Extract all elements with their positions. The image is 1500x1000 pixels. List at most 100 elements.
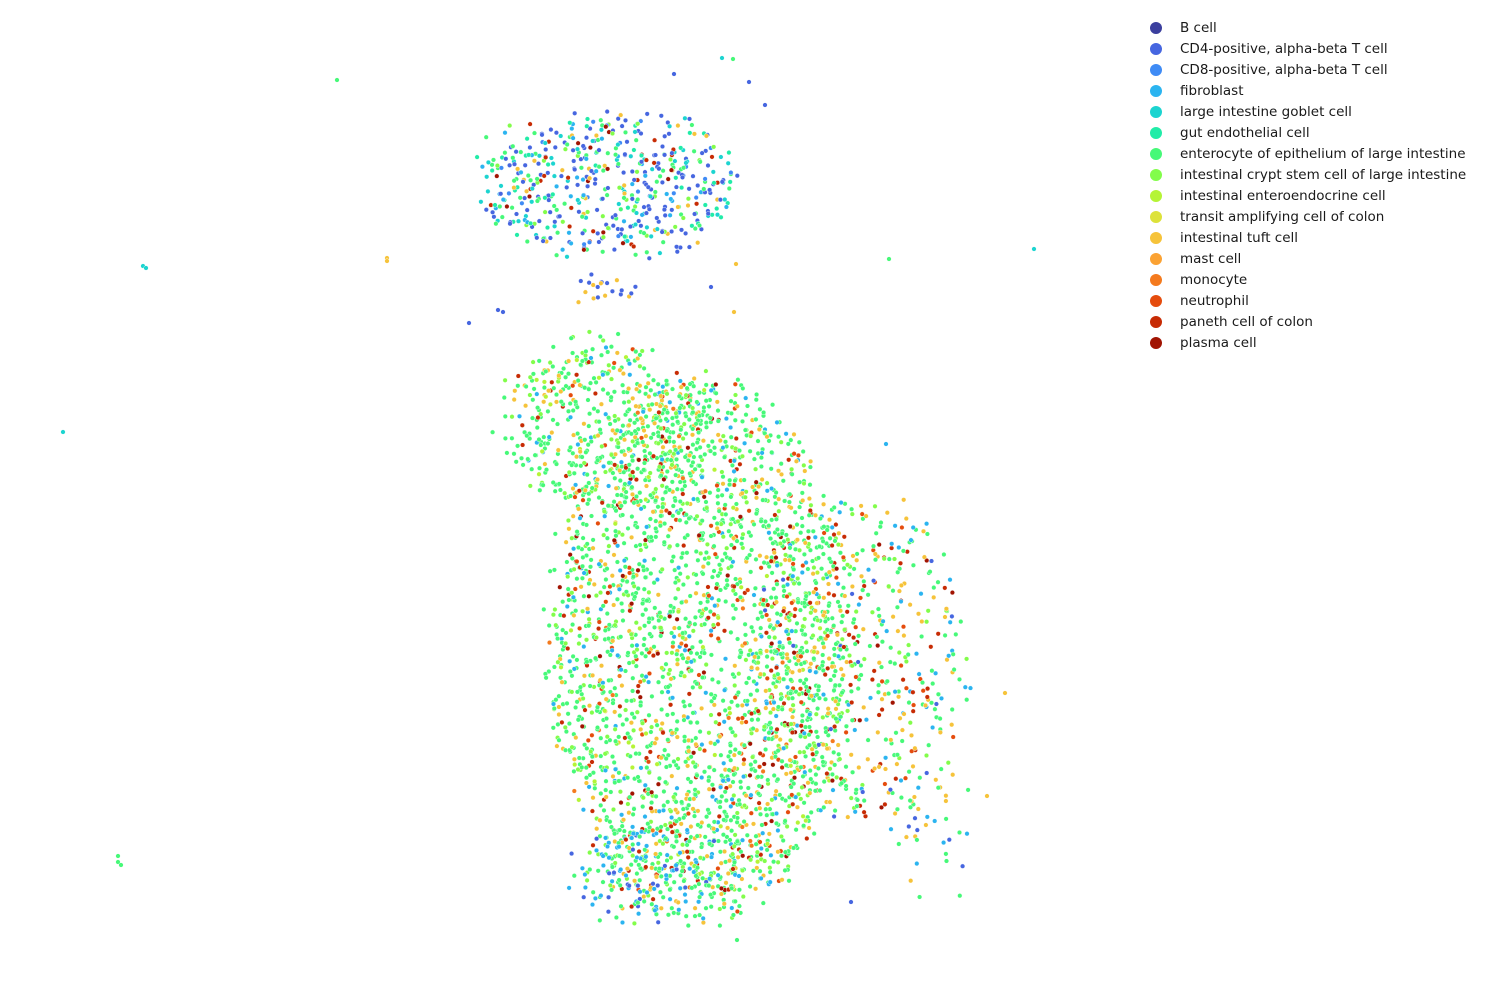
scatter-point	[761, 587, 767, 593]
scatter-point	[603, 124, 609, 130]
scatter-point	[542, 195, 548, 201]
scatter-point	[724, 582, 730, 588]
scatter-point	[880, 618, 886, 624]
scatter-point	[773, 684, 779, 690]
scatter-point	[747, 648, 753, 654]
scatter-point	[732, 381, 738, 387]
scatter-point	[653, 718, 659, 724]
scatter-point	[529, 186, 535, 192]
scatter-point	[639, 829, 645, 835]
scatter-point	[689, 885, 695, 891]
scatter-point	[644, 890, 650, 896]
scatter-point	[573, 705, 579, 711]
scatter-point	[586, 581, 592, 587]
scatter-point	[811, 656, 817, 662]
scatter-point	[692, 466, 698, 472]
scatter-point	[696, 413, 702, 419]
scatter-point	[917, 676, 923, 682]
scatter-point	[583, 780, 589, 786]
scatter-point	[684, 385, 690, 391]
scatter-point	[671, 190, 677, 196]
scatter-point	[643, 731, 649, 737]
scatter-point	[669, 773, 675, 779]
scatter-point	[604, 716, 610, 722]
scatter-point	[685, 202, 691, 208]
scatter-point	[585, 606, 591, 612]
scatter-point	[504, 450, 510, 456]
scatter-point	[639, 159, 645, 165]
scatter-point	[674, 818, 680, 824]
scatter-point	[697, 159, 703, 165]
scatter-point	[667, 212, 673, 218]
scatter-point	[679, 799, 685, 805]
scatter-point	[854, 551, 860, 557]
scatter-point	[558, 389, 564, 395]
scatter-point	[737, 654, 743, 660]
scatter-point	[608, 789, 614, 795]
scatter-point	[700, 564, 706, 570]
scatter-point	[659, 707, 665, 713]
scatter-point	[718, 566, 724, 572]
scatter-point	[821, 530, 827, 536]
scatter-point	[677, 499, 683, 505]
scatter-point	[795, 820, 801, 826]
legend-label: plasma cell	[1180, 334, 1257, 351]
scatter-point	[590, 138, 596, 144]
legend-label: CD8-positive, alpha-beta T cell	[1180, 61, 1388, 78]
scatter-point	[528, 220, 534, 226]
scatter-point	[662, 822, 668, 828]
scatter-point	[766, 523, 772, 529]
scatter-point	[550, 480, 556, 486]
scatter-point	[618, 492, 624, 498]
scatter-point	[568, 414, 574, 420]
scatter-point	[876, 682, 882, 688]
scatter-point	[727, 837, 733, 843]
scatter-point	[796, 439, 802, 445]
scatter-point	[694, 201, 700, 207]
scatter-point	[678, 145, 684, 151]
scatter-point	[633, 477, 639, 483]
scatter-point	[730, 559, 736, 565]
scatter-point	[599, 443, 605, 449]
scatter-point	[789, 792, 795, 798]
scatter-point	[910, 689, 916, 695]
scatter-point	[773, 500, 779, 506]
scatter-point	[738, 779, 744, 785]
scatter-point	[768, 595, 774, 601]
scatter-point	[665, 533, 671, 539]
scatter-point	[698, 454, 704, 460]
scatter-point	[675, 123, 681, 129]
scatter-point	[569, 590, 575, 596]
scatter-point	[878, 520, 884, 526]
scatter-point	[838, 608, 844, 614]
scatter-point	[884, 628, 890, 634]
scatter-point	[792, 606, 798, 612]
scatter-point	[567, 669, 573, 675]
scatter-point	[712, 741, 718, 747]
scatter-point	[678, 641, 684, 647]
scatter-point	[705, 560, 711, 566]
scatter-point	[610, 638, 616, 644]
scatter-point	[721, 760, 727, 766]
scatter-point	[738, 594, 744, 600]
scatter-point	[746, 79, 752, 85]
scatter-point	[595, 457, 601, 463]
scatter-point	[701, 405, 707, 411]
scatter-point	[773, 516, 779, 522]
scatter-point	[661, 807, 667, 813]
scatter-point	[581, 460, 587, 466]
scatter-point	[661, 789, 667, 795]
scatter-point	[617, 673, 623, 679]
scatter-point	[794, 804, 800, 810]
scatter-point	[841, 565, 847, 571]
scatter-point	[807, 600, 813, 606]
scatter-point	[702, 202, 708, 208]
scatter-point	[591, 581, 597, 587]
scatter-point	[896, 694, 902, 700]
scatter-point	[825, 665, 831, 671]
scatter-point	[638, 765, 644, 771]
scatter-point	[489, 167, 495, 173]
scatter-point	[554, 632, 560, 638]
scatter-point	[945, 760, 951, 766]
